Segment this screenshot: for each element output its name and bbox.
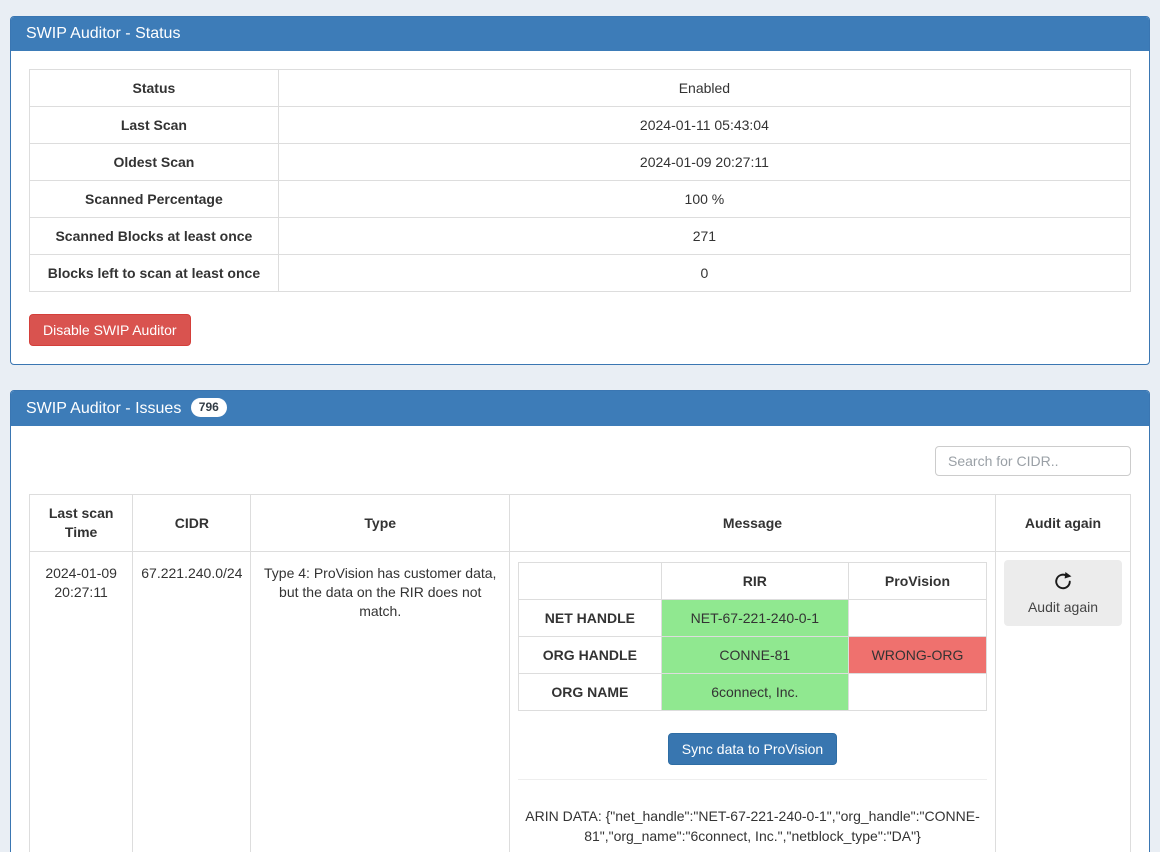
header-type: Type: [250, 494, 510, 552]
message-divider: [518, 779, 987, 780]
table-row: Status Enabled: [29, 69, 1132, 107]
sync-data-to-provision-button[interactable]: Sync data to ProVision: [667, 733, 838, 765]
issue-row: 2024-01-09 20:27:11 67.221.240.0/24 Type…: [28, 551, 1132, 852]
status-row-value: 2024-01-09 20:27:11: [277, 143, 1132, 181]
status-row-value: 271: [277, 217, 1132, 255]
issue-last-scan-time: 2024-01-09 20:27:11: [28, 551, 134, 852]
issues-panel-heading: SWIP Auditor - Issues 796: [11, 391, 1149, 426]
status-row-label: Last Scan: [29, 106, 279, 144]
issues-panel-body: Last scan Time CIDR Type Message Audit a…: [11, 426, 1149, 852]
compare-header-rir: RIR: [660, 562, 849, 600]
status-row-label: Scanned Blocks at least once: [29, 217, 279, 255]
status-row-label: Status: [29, 69, 279, 107]
compare-rir-value: CONNE-81: [660, 636, 849, 674]
compare-row-label: ORG HANDLE: [518, 636, 662, 674]
issues-panel-title: SWIP Auditor - Issues: [26, 400, 182, 417]
issue-type: Type 4: ProVision has customer data, but…: [250, 551, 510, 852]
status-row-value: 0: [277, 254, 1132, 292]
table-row: Oldest Scan 2024-01-09 20:27:11: [29, 143, 1132, 181]
compare-provision-value: [847, 599, 987, 637]
refresh-icon: [1055, 572, 1072, 590]
compare-provision-value: WRONG-ORG: [847, 636, 987, 674]
status-panel: SWIP Auditor - Status Status Enabled Las…: [10, 16, 1150, 365]
compare-row-org-name: ORG NAME 6connect, Inc.: [518, 673, 987, 711]
table-row: Scanned Blocks at least once 271: [29, 217, 1132, 255]
header-cidr: CIDR: [132, 494, 252, 552]
issues-count-badge: 796: [190, 398, 227, 417]
compare-row-label: NET HANDLE: [518, 599, 662, 637]
header-audit-again: Audit again: [994, 494, 1132, 552]
status-row-value: 2024-01-11 05:43:04: [277, 106, 1132, 144]
rir-provision-compare-table: RIR ProVision NET HANDLE NET-67-221-240-…: [518, 562, 987, 711]
issues-panel: SWIP Auditor - Issues 796 Last scan Time…: [10, 390, 1150, 852]
compare-header-empty: [518, 562, 662, 600]
compare-rir-value: NET-67-221-240-0-1: [660, 599, 849, 637]
table-row: Last Scan 2024-01-11 05:43:04: [29, 106, 1132, 144]
compare-provision-value: [847, 673, 987, 711]
table-row: Blocks left to scan at least once 0: [29, 254, 1132, 292]
arin-data-text: ARIN DATA: {"net_handle":"NET-67-221-240…: [525, 808, 980, 844]
search-row: [29, 444, 1131, 476]
compare-row-label: ORG NAME: [518, 673, 662, 711]
issue-cidr: 67.221.240.0/24: [132, 551, 252, 852]
status-panel-heading: SWIP Auditor - Status: [11, 17, 1149, 51]
table-row: Scanned Percentage 100 %: [29, 180, 1132, 218]
audit-again-label: Audit again: [1027, 599, 1099, 615]
issue-audit-cell: Audit again: [994, 551, 1132, 852]
status-row-label: Scanned Percentage: [29, 180, 279, 218]
status-row-value: 100 %: [277, 180, 1132, 218]
compare-row-org-handle: ORG HANDLE CONNE-81 WRONG-ORG: [518, 636, 987, 674]
disable-swip-auditor-button[interactable]: Disable SWIP Auditor: [29, 314, 191, 346]
status-row-value: Enabled: [277, 69, 1132, 107]
issues-table: Last scan Time CIDR Type Message Audit a…: [28, 494, 1132, 852]
compare-header-provision: ProVision: [847, 562, 987, 600]
compare-header-row: RIR ProVision: [518, 562, 987, 600]
status-table: Status Enabled Last Scan 2024-01-11 05:4…: [29, 69, 1132, 292]
status-panel-body: Status Enabled Last Scan 2024-01-11 05:4…: [11, 51, 1149, 364]
audit-again-button[interactable]: Audit again: [1003, 560, 1122, 626]
issues-table-header-row: Last scan Time CIDR Type Message Audit a…: [28, 494, 1132, 552]
header-last-scan-time: Last scan Time: [28, 494, 134, 552]
issue-message-cell: RIR ProVision NET HANDLE NET-67-221-240-…: [509, 551, 996, 852]
status-row-label: Oldest Scan: [29, 143, 279, 181]
compare-row-net-handle: NET HANDLE NET-67-221-240-0-1: [518, 599, 987, 637]
header-message: Message: [509, 494, 996, 552]
compare-rir-value: 6connect, Inc.: [660, 673, 849, 711]
status-panel-title: SWIP Auditor - Status: [26, 25, 181, 42]
cidr-search-input[interactable]: [935, 446, 1131, 476]
status-row-label: Blocks left to scan at least once: [29, 254, 279, 292]
